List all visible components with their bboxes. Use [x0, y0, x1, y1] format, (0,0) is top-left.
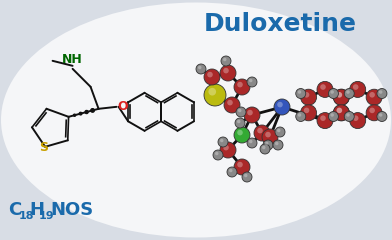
Circle shape — [213, 150, 223, 160]
Circle shape — [262, 129, 278, 145]
Circle shape — [317, 113, 333, 129]
Circle shape — [333, 105, 349, 121]
Circle shape — [247, 138, 257, 148]
Circle shape — [207, 72, 213, 77]
Circle shape — [247, 110, 253, 115]
Circle shape — [234, 159, 250, 175]
Circle shape — [273, 140, 283, 150]
Circle shape — [296, 112, 306, 121]
Circle shape — [334, 89, 349, 105]
Circle shape — [227, 100, 233, 105]
Circle shape — [353, 84, 358, 90]
Circle shape — [277, 102, 283, 108]
Circle shape — [333, 89, 349, 105]
Circle shape — [275, 127, 285, 137]
Circle shape — [74, 114, 76, 116]
Circle shape — [254, 125, 270, 141]
Circle shape — [218, 137, 228, 147]
Text: C: C — [8, 201, 21, 219]
Circle shape — [262, 146, 265, 149]
Circle shape — [379, 90, 383, 94]
Circle shape — [369, 92, 375, 98]
Circle shape — [229, 169, 232, 172]
Circle shape — [238, 109, 241, 112]
Circle shape — [220, 139, 223, 142]
Text: NOS: NOS — [50, 201, 93, 219]
Circle shape — [223, 145, 229, 150]
Circle shape — [298, 90, 301, 94]
Circle shape — [317, 81, 333, 97]
Circle shape — [344, 89, 354, 99]
Circle shape — [237, 162, 243, 168]
Circle shape — [366, 105, 382, 121]
Circle shape — [296, 89, 306, 99]
Circle shape — [328, 89, 338, 99]
Text: S: S — [39, 141, 48, 154]
Circle shape — [265, 132, 271, 137]
Circle shape — [320, 84, 326, 90]
Circle shape — [330, 90, 334, 94]
Circle shape — [237, 120, 241, 123]
Circle shape — [215, 152, 218, 155]
Circle shape — [379, 113, 383, 117]
Circle shape — [377, 89, 387, 99]
Circle shape — [346, 113, 350, 117]
Circle shape — [244, 174, 247, 177]
Circle shape — [223, 58, 227, 61]
Text: 19: 19 — [39, 211, 54, 221]
Circle shape — [242, 172, 252, 182]
Circle shape — [220, 65, 236, 81]
Circle shape — [336, 108, 342, 113]
Circle shape — [275, 142, 278, 145]
Circle shape — [336, 92, 342, 98]
Circle shape — [204, 84, 226, 106]
Circle shape — [344, 112, 354, 121]
Circle shape — [277, 129, 281, 132]
Circle shape — [304, 108, 309, 113]
Circle shape — [337, 92, 342, 98]
Circle shape — [236, 107, 246, 117]
Circle shape — [234, 127, 250, 143]
Circle shape — [330, 113, 334, 117]
Circle shape — [237, 130, 243, 135]
Circle shape — [334, 105, 349, 121]
Circle shape — [85, 110, 88, 114]
Circle shape — [237, 82, 243, 87]
Circle shape — [263, 140, 273, 150]
Circle shape — [223, 68, 229, 73]
Circle shape — [304, 92, 309, 98]
Circle shape — [301, 89, 317, 105]
Circle shape — [369, 108, 375, 113]
Circle shape — [260, 144, 270, 154]
Circle shape — [350, 113, 366, 129]
Text: NH: NH — [62, 53, 83, 66]
Circle shape — [265, 142, 269, 145]
Circle shape — [366, 89, 382, 105]
Circle shape — [235, 118, 245, 128]
Circle shape — [247, 77, 257, 87]
Circle shape — [234, 79, 250, 95]
Circle shape — [224, 97, 240, 113]
Circle shape — [350, 81, 366, 97]
Circle shape — [79, 112, 82, 115]
Circle shape — [377, 112, 387, 121]
Circle shape — [198, 66, 201, 69]
Circle shape — [328, 112, 338, 121]
Circle shape — [204, 69, 220, 85]
Circle shape — [320, 115, 326, 121]
Circle shape — [249, 140, 252, 143]
Circle shape — [209, 88, 216, 96]
Circle shape — [249, 79, 252, 82]
Text: O: O — [118, 100, 128, 113]
Circle shape — [220, 142, 236, 158]
Text: 18: 18 — [19, 211, 34, 221]
Circle shape — [353, 115, 358, 121]
Text: Duloxetine: Duloxetine — [203, 12, 356, 36]
Circle shape — [298, 113, 301, 117]
Circle shape — [196, 64, 206, 74]
Circle shape — [337, 108, 342, 113]
Circle shape — [346, 90, 350, 94]
Circle shape — [91, 109, 94, 112]
Circle shape — [301, 105, 317, 121]
